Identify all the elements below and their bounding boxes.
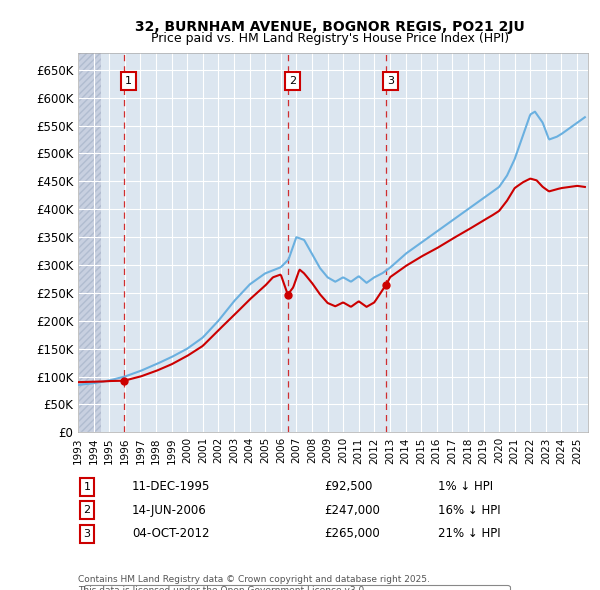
Text: 3: 3 (83, 529, 91, 539)
Text: 16% ↓ HPI: 16% ↓ HPI (438, 504, 500, 517)
Text: 32, BURNHAM AVENUE, BOGNOR REGIS, PO21 2JU: 32, BURNHAM AVENUE, BOGNOR REGIS, PO21 2… (135, 19, 525, 34)
Text: Price paid vs. HM Land Registry's House Price Index (HPI): Price paid vs. HM Land Registry's House … (151, 32, 509, 45)
Text: £265,000: £265,000 (324, 527, 380, 540)
Text: 14-JUN-2006: 14-JUN-2006 (132, 504, 207, 517)
Text: 21% ↓ HPI: 21% ↓ HPI (438, 527, 500, 540)
Legend: 32, BURNHAM AVENUE, BOGNOR REGIS, PO21 2JU (detached house), HPI: Average price,: 32, BURNHAM AVENUE, BOGNOR REGIS, PO21 2… (83, 585, 509, 590)
Text: £247,000: £247,000 (324, 504, 380, 517)
Text: 1% ↓ HPI: 1% ↓ HPI (438, 480, 493, 493)
Bar (78, 53, 101, 432)
Text: 11-DEC-1995: 11-DEC-1995 (132, 480, 211, 493)
Text: 1: 1 (125, 76, 132, 86)
Text: 3: 3 (388, 76, 394, 86)
Text: 2: 2 (289, 76, 296, 86)
Text: 1: 1 (83, 482, 91, 491)
Text: Contains HM Land Registry data © Crown copyright and database right 2025.
This d: Contains HM Land Registry data © Crown c… (78, 575, 430, 590)
Text: £92,500: £92,500 (324, 480, 373, 493)
Text: 04-OCT-2012: 04-OCT-2012 (132, 527, 209, 540)
Text: 2: 2 (83, 506, 91, 515)
